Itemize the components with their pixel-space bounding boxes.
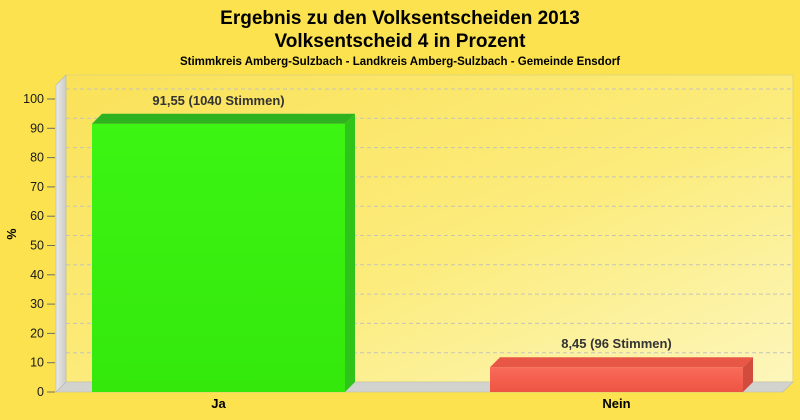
bar-front-face xyxy=(92,123,345,393)
y-tick-label: 20 xyxy=(30,326,44,340)
bar-value-label: 8,45 (96 Stimmen) xyxy=(561,336,672,351)
y-tick-label: 70 xyxy=(30,180,44,194)
category-label: Nein xyxy=(602,396,630,411)
bar-value-label: 91,55 (1040 Stimmen) xyxy=(152,93,284,108)
y-tick-label: 30 xyxy=(30,297,44,311)
category-label: Ja xyxy=(211,396,226,411)
chart-title-line1: Ergebnis zu den Volksentscheiden 2013 xyxy=(220,8,580,29)
y-tick-label: 80 xyxy=(30,151,44,165)
bar-side-face xyxy=(743,357,753,392)
y-tick-label: 100 xyxy=(23,92,44,106)
y-tick-label: 90 xyxy=(30,121,44,135)
y-axis-label: % xyxy=(5,228,19,239)
chart-subtitle: Stimmkreis Amberg-Sulzbach - Landkreis A… xyxy=(179,56,621,68)
y-tick-label: 10 xyxy=(30,356,44,370)
bar-side-face xyxy=(345,113,355,393)
bar-nein: 8,45 (96 Stimmen) Nein xyxy=(490,336,743,411)
bar-ja: 91,55 (1040 Stimmen) Ja xyxy=(92,93,345,411)
y-tick-label: 50 xyxy=(30,239,44,253)
bar-top-face xyxy=(92,113,355,124)
bar-top-face xyxy=(490,357,753,368)
y-tick-label: 40 xyxy=(30,268,44,282)
wall-left xyxy=(55,74,67,393)
y-tick-label: 60 xyxy=(30,209,44,223)
bar-front-face xyxy=(490,367,743,392)
chart-title-line2: Volksentscheid 4 in Prozent xyxy=(274,31,526,52)
y-tick-label: 0 xyxy=(37,385,44,399)
